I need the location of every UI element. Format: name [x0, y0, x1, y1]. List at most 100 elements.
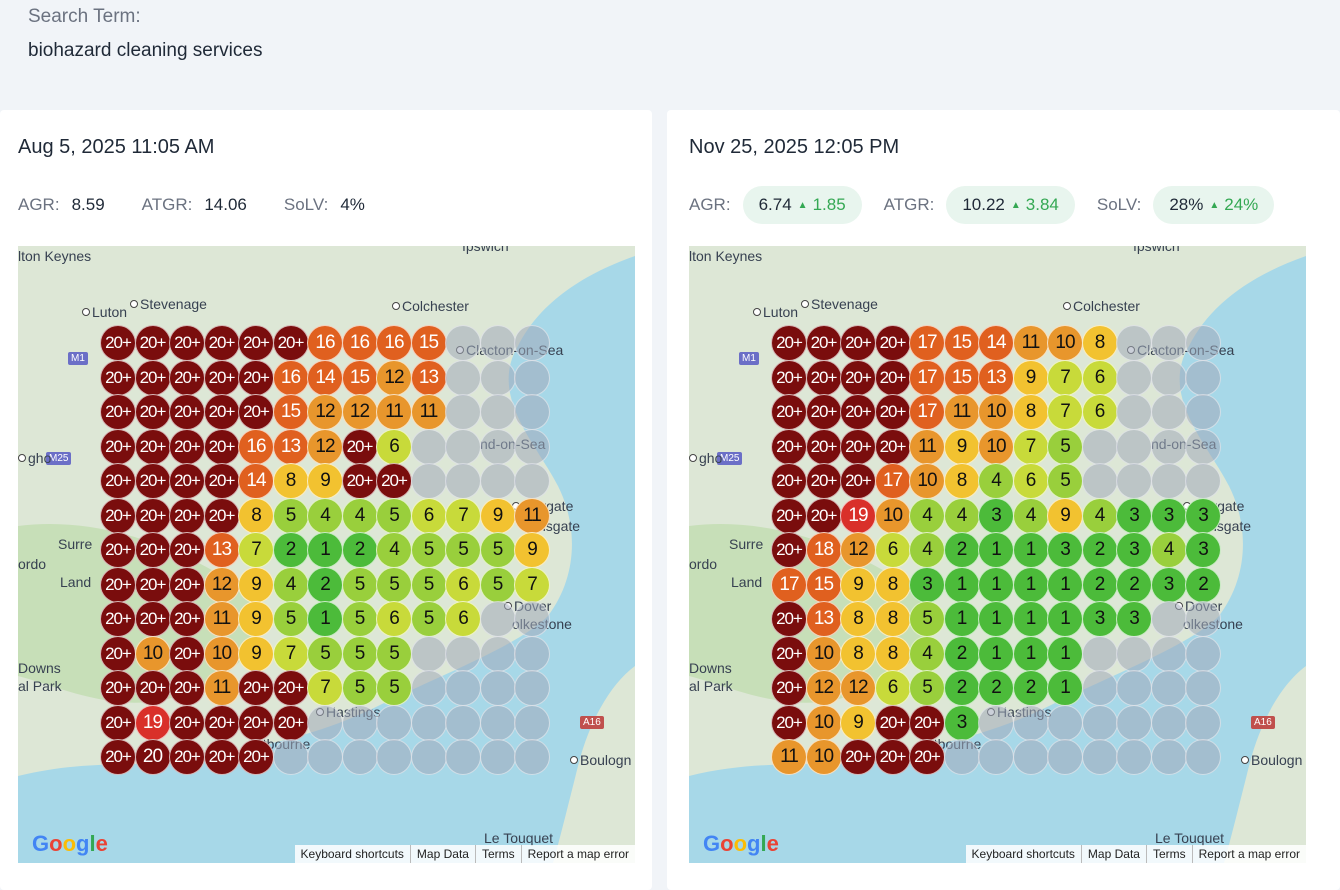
rank-pin[interactable]: 17: [874, 463, 911, 499]
rank-pin[interactable]: 20+: [100, 566, 136, 603]
rank-pin[interactable]: 15: [805, 566, 842, 603]
empty-grid-pin[interactable]: [1185, 739, 1221, 775]
rank-pin[interactable]: 15: [943, 325, 980, 361]
empty-grid-pin[interactable]: [1116, 359, 1152, 396]
rank-pin[interactable]: 6: [1081, 359, 1118, 396]
rank-pin[interactable]: 20+: [100, 670, 136, 706]
rank-pin[interactable]: 13: [410, 359, 447, 396]
empty-grid-pin[interactable]: [1185, 325, 1221, 361]
rank-pin[interactable]: 11: [514, 497, 550, 534]
rank-pin[interactable]: 20+: [169, 635, 205, 672]
rank-pin[interactable]: 20+: [840, 359, 876, 396]
rank-pin[interactable]: 1: [1047, 670, 1083, 706]
rank-pin[interactable]: 11: [203, 601, 240, 637]
rank-pin[interactable]: 20: [134, 739, 171, 775]
rank-pin[interactable]: 5: [479, 566, 516, 603]
empty-grid-pin[interactable]: [410, 670, 447, 706]
rank-pin[interactable]: 20+: [203, 704, 240, 741]
rank-pin[interactable]: 10: [134, 635, 171, 672]
rank-pin[interactable]: 20+: [203, 394, 240, 430]
rank-pin[interactable]: 20+: [840, 325, 876, 361]
rank-pin[interactable]: 20+: [771, 532, 807, 568]
empty-grid-pin[interactable]: [445, 359, 481, 396]
empty-grid-pin[interactable]: [1081, 670, 1118, 706]
rank-grid-map[interactable]: lton Keynes ıpswich Stevenage Luton Colchest…: [18, 246, 635, 863]
rank-pin[interactable]: 6: [874, 670, 911, 706]
empty-grid-pin[interactable]: [1185, 670, 1221, 706]
rank-pin[interactable]: 20+: [341, 428, 378, 465]
rank-pin[interactable]: 4: [909, 497, 945, 534]
terms-link[interactable]: Terms: [474, 845, 521, 863]
rank-pin[interactable]: 6: [410, 497, 447, 534]
rank-pin[interactable]: 2: [1081, 532, 1118, 568]
rank-pin[interactable]: 1: [978, 566, 1014, 603]
rank-pin[interactable]: 1: [1012, 532, 1049, 568]
rank-pin[interactable]: 16: [376, 325, 412, 361]
rank-pin[interactable]: 10: [1047, 325, 1083, 361]
rank-pin[interactable]: 5: [341, 601, 378, 637]
empty-grid-pin[interactable]: [445, 635, 481, 672]
rank-pin[interactable]: 3: [1116, 497, 1152, 534]
rank-pin[interactable]: 4: [307, 497, 343, 534]
rank-pin[interactable]: 20+: [771, 601, 807, 637]
empty-grid-pin[interactable]: [514, 635, 550, 672]
empty-grid-pin[interactable]: [376, 739, 412, 775]
rank-pin[interactable]: 20+: [134, 394, 171, 430]
rank-pin[interactable]: 20+: [134, 325, 171, 361]
empty-grid-pin[interactable]: [514, 325, 550, 361]
rank-pin[interactable]: 20+: [169, 566, 205, 603]
rank-pin[interactable]: 8: [238, 497, 274, 534]
rank-pin[interactable]: 7: [307, 670, 343, 706]
empty-grid-pin[interactable]: [1081, 635, 1118, 672]
empty-grid-pin[interactable]: [1116, 739, 1152, 775]
rank-pin[interactable]: 2: [943, 635, 980, 672]
rank-pin[interactable]: 20+: [272, 670, 309, 706]
empty-grid-pin[interactable]: [479, 670, 516, 706]
empty-grid-pin[interactable]: [1012, 704, 1049, 741]
rank-pin[interactable]: 8: [874, 566, 911, 603]
rank-pin[interactable]: 9: [238, 566, 274, 603]
empty-grid-pin[interactable]: [341, 739, 378, 775]
rank-pin[interactable]: 20+: [771, 394, 807, 430]
rank-pin[interactable]: 20+: [134, 601, 171, 637]
rank-pin[interactable]: 3: [978, 497, 1014, 534]
empty-grid-pin[interactable]: [1081, 704, 1118, 741]
rank-pin[interactable]: 10: [203, 635, 240, 672]
empty-grid-pin[interactable]: [1116, 394, 1152, 430]
rank-pin[interactable]: 3: [1116, 601, 1152, 637]
rank-pin[interactable]: 20+: [134, 359, 171, 396]
rank-pin[interactable]: 13: [805, 601, 842, 637]
rank-pin[interactable]: 3: [1081, 601, 1118, 637]
rank-pin[interactable]: 3: [1047, 532, 1083, 568]
rank-pin[interactable]: 4: [1012, 497, 1049, 534]
rank-pin[interactable]: 20+: [169, 325, 205, 361]
rank-pin[interactable]: 5: [376, 566, 412, 603]
empty-grid-pin[interactable]: [978, 739, 1014, 775]
rank-pin[interactable]: 9: [1047, 497, 1083, 534]
rank-pin[interactable]: 20+: [376, 463, 412, 499]
rank-pin[interactable]: 10: [874, 497, 911, 534]
empty-grid-pin[interactable]: [514, 394, 550, 430]
rank-pin[interactable]: 5: [1047, 463, 1083, 499]
empty-grid-pin[interactable]: [445, 739, 481, 775]
rank-pin[interactable]: 20+: [805, 394, 842, 430]
empty-grid-pin[interactable]: [445, 394, 481, 430]
rank-pin[interactable]: 20+: [272, 325, 309, 361]
rank-pin[interactable]: 20+: [771, 704, 807, 741]
rank-pin[interactable]: 19: [840, 497, 876, 534]
rank-pin[interactable]: 20+: [203, 497, 240, 534]
rank-pin[interactable]: 1: [1012, 601, 1049, 637]
map-data-link[interactable]: Map Data: [1080, 845, 1146, 863]
rank-pin[interactable]: 20+: [771, 670, 807, 706]
rank-pin[interactable]: 20+: [805, 359, 842, 396]
rank-pin[interactable]: 5: [445, 532, 481, 568]
report-map-error-link[interactable]: Report a map error: [520, 845, 635, 863]
rank-pin[interactable]: 13: [978, 359, 1014, 396]
rank-pin[interactable]: 4: [909, 532, 945, 568]
empty-grid-pin[interactable]: [1150, 635, 1187, 672]
rank-pin[interactable]: 20+: [771, 325, 807, 361]
rank-pin[interactable]: 9: [307, 463, 343, 499]
rank-pin[interactable]: 20+: [169, 463, 205, 499]
rank-pin[interactable]: 20+: [771, 359, 807, 396]
rank-pin[interactable]: 6: [445, 566, 481, 603]
